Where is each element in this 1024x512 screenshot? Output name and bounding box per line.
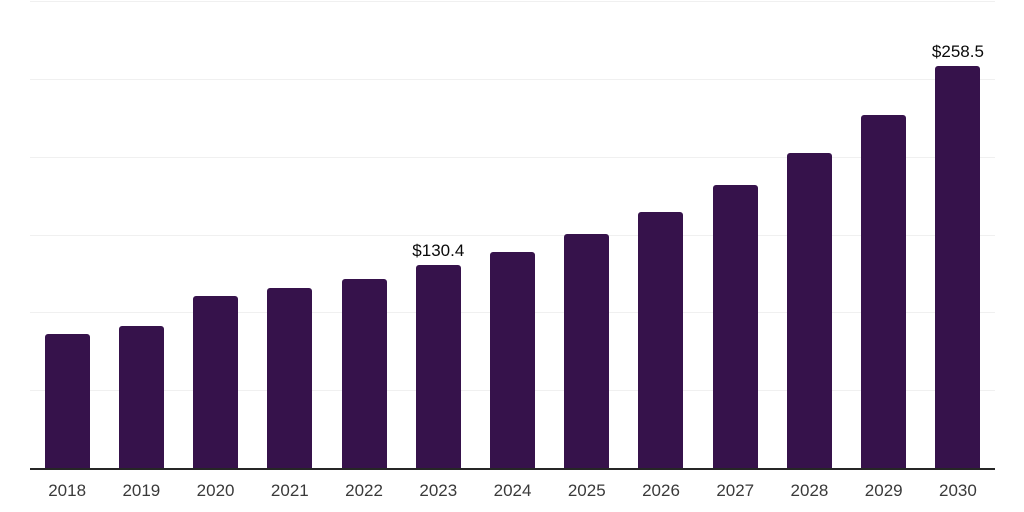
- bar-2025: [564, 234, 610, 468]
- bar-2023: [415, 265, 461, 468]
- x-tick-label-2024: 2024: [493, 481, 532, 500]
- x-tick-label-2026: 2026: [642, 481, 680, 500]
- bar-2019: [118, 326, 164, 468]
- bar-2029: [861, 114, 907, 468]
- gridline-200: [30, 156, 995, 158]
- bar-slot-2026: [624, 1, 698, 468]
- bar-slot-2019: [104, 1, 178, 468]
- bar-2020: [193, 295, 239, 468]
- x-tick-label-2023: 2023: [419, 481, 458, 500]
- x-tick-label-2018: 2018: [48, 481, 87, 500]
- x-tick-label-2022: 2022: [345, 481, 383, 500]
- bar-slot-2029: [847, 1, 921, 468]
- gridline-300: [30, 1, 995, 2]
- data-label-2023: $130.4: [412, 241, 465, 260]
- x-tick-label-2020: 2020: [196, 481, 235, 500]
- bar-slot-2018: [30, 1, 104, 468]
- bar-slot-2023: $130.4: [401, 1, 475, 468]
- bar-2024: [490, 251, 536, 468]
- bar-2018: [44, 333, 90, 468]
- gridline-150: [30, 234, 995, 236]
- bar-slot-2024: [475, 1, 549, 468]
- bar-2022: [341, 279, 387, 468]
- bar-slot-2025: [550, 1, 624, 468]
- x-tick-label-2021: 2021: [270, 481, 309, 500]
- x-axis-tick-labels: 2018 2019 2020 2021 2022 2023 2024 2025 2026 2027…: [30, 481, 995, 501]
- x-tick-label-2028: 2028: [790, 481, 829, 500]
- x-tick-label-2029: 2029: [864, 481, 903, 500]
- bar-2021: [267, 287, 313, 468]
- bar-slot-2030: $258.5: [921, 1, 995, 468]
- bar-slot-2020: [178, 1, 252, 468]
- gridline-250: [30, 78, 995, 80]
- bar-2027: [712, 185, 758, 468]
- bar-slot-2028: [772, 1, 846, 468]
- x-tick-label-2030: 2030: [939, 481, 977, 500]
- x-tick-label-2019: 2019: [122, 481, 161, 500]
- bar-2026: [638, 212, 684, 468]
- bar-slot-2021: [253, 1, 327, 468]
- bar-2028: [786, 152, 832, 468]
- bar-2030: [935, 65, 981, 468]
- plot-area: $130.4 $258.5: [30, 1, 995, 468]
- x-tick-label-2027: 2027: [716, 481, 755, 500]
- bar-slot-2027: [698, 1, 772, 468]
- x-tick-label-2025: 2025: [567, 481, 606, 500]
- bar-slot-2022: [327, 1, 401, 468]
- data-label-2030: $258.5: [931, 41, 984, 61]
- bars-layer: $130.4 $258.5: [30, 1, 995, 468]
- x-axis-line: [30, 468, 995, 470]
